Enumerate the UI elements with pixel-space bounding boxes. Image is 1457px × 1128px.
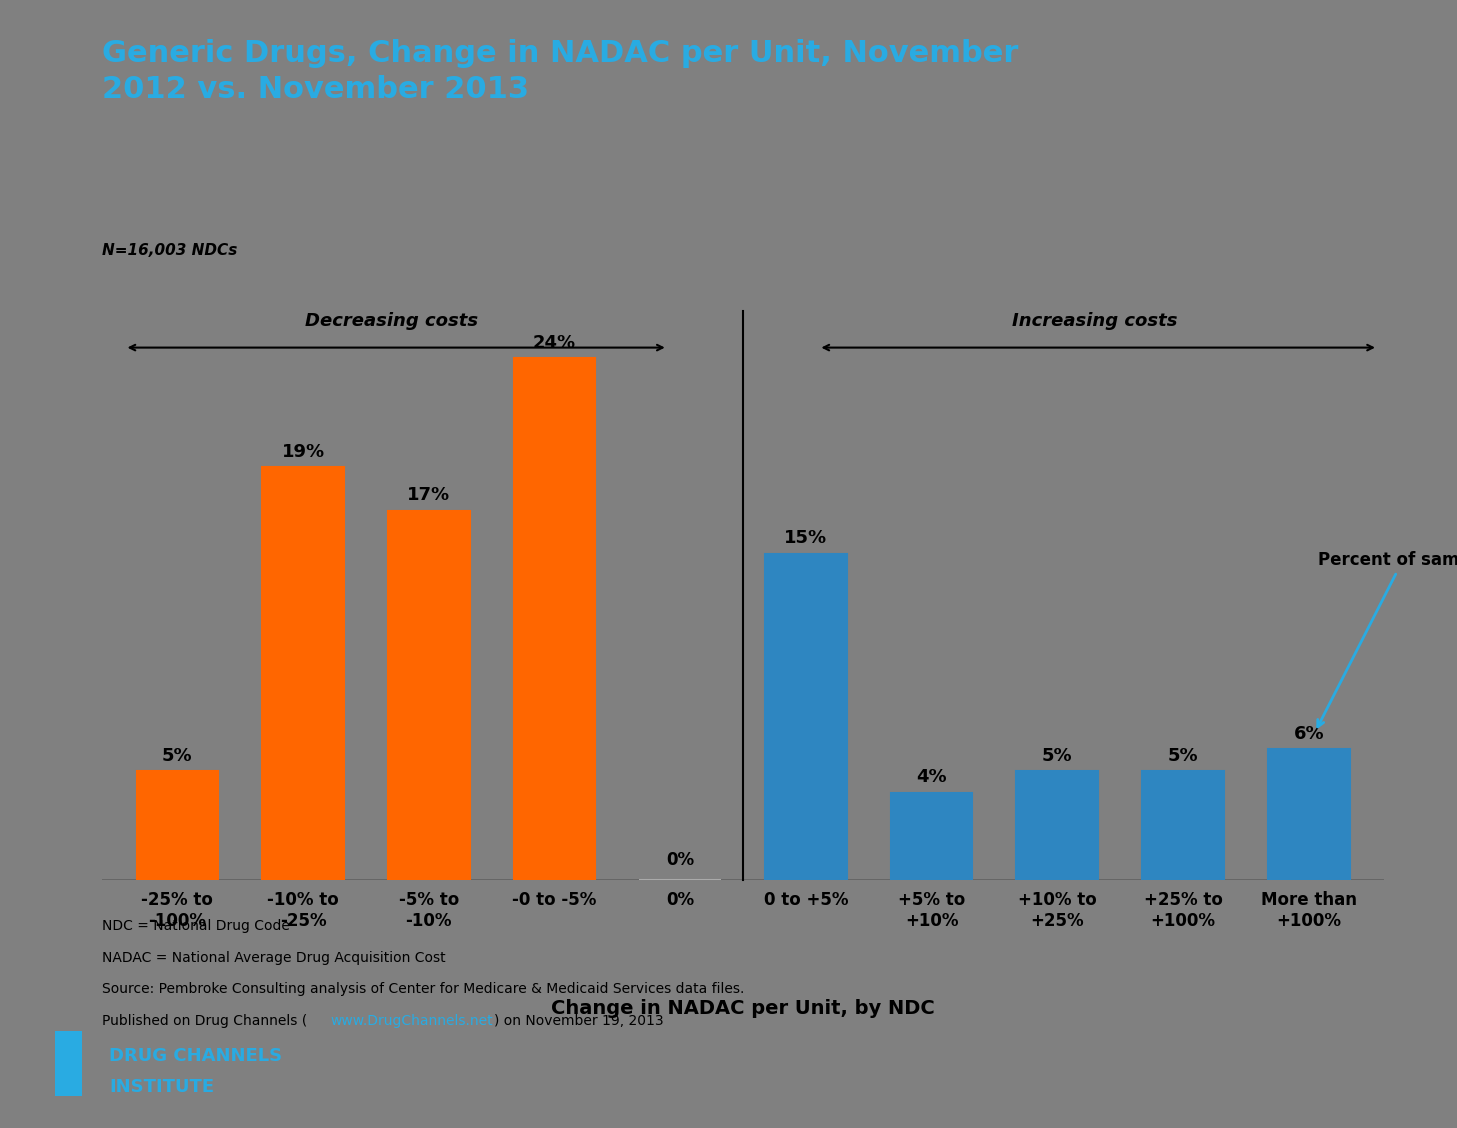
X-axis label: Change in NADAC per Unit, by NDC: Change in NADAC per Unit, by NDC [551, 999, 935, 1019]
Bar [137, 772, 219, 880]
Text: 19%: 19% [281, 442, 325, 460]
Text: N=16,003 NDCs: N=16,003 NDCs [102, 243, 237, 257]
Text: Percent of sample: Percent of sample [1317, 550, 1457, 726]
Bar [514, 359, 596, 880]
Text: Source: Pembroke Consulting analysis of Center for Medicare & Medicaid Services : Source: Pembroke Consulting analysis of … [102, 982, 745, 996]
Bar [262, 467, 344, 880]
Text: www.DrugChannels.net: www.DrugChannels.net [331, 1014, 492, 1028]
Text: Generic Drugs, Change in NADAC per Unit, November
2012 vs. November 2013: Generic Drugs, Change in NADAC per Unit,… [102, 39, 1018, 105]
Bar [765, 554, 847, 880]
Text: 17%: 17% [408, 486, 450, 504]
Text: NADAC = National Average Drug Acquisition Cost: NADAC = National Average Drug Acquisitio… [102, 951, 446, 964]
Text: ) on November 19, 2013: ) on November 19, 2013 [494, 1014, 663, 1028]
Bar [1142, 772, 1224, 880]
Bar [1268, 749, 1349, 880]
Text: Increasing costs: Increasing costs [1013, 312, 1177, 331]
Bar [890, 793, 972, 880]
Text: 4%: 4% [916, 768, 947, 786]
Text: Decreasing costs: Decreasing costs [305, 312, 478, 331]
Text: 24%: 24% [533, 334, 576, 352]
Bar [1017, 772, 1099, 880]
Text: NDC = National Drug Code: NDC = National Drug Code [102, 919, 290, 933]
Text: INSTITUTE: INSTITUTE [109, 1078, 214, 1096]
Text: 6%: 6% [1294, 725, 1324, 743]
Text: Published on Drug Channels (: Published on Drug Channels ( [102, 1014, 307, 1028]
Text: 5%: 5% [1042, 747, 1072, 765]
Text: 0%: 0% [666, 851, 695, 869]
Text: 5%: 5% [1167, 747, 1198, 765]
Text: 15%: 15% [784, 529, 828, 547]
Bar [388, 511, 469, 880]
Text: DRUG CHANNELS: DRUG CHANNELS [109, 1047, 283, 1065]
Text: 5%: 5% [162, 747, 192, 765]
